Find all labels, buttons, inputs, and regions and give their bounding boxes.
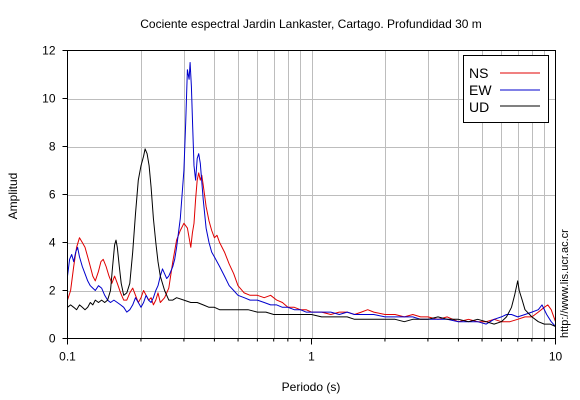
y-tick-label: 0	[49, 332, 56, 346]
legend-label-ew: EW	[469, 82, 492, 98]
series-lines	[67, 62, 556, 327]
y-axis-label: Amplitud	[6, 173, 20, 220]
x-axis-label: Periodo (s)	[282, 380, 341, 394]
y-tick-label: 4	[49, 236, 56, 250]
source-url: http://www.lis.ucr.ac.cr	[559, 229, 571, 338]
legend-label-ns: NS	[469, 65, 488, 81]
y-tick-label: 2	[49, 284, 56, 298]
y-tick-label: 12	[42, 44, 56, 58]
legend-box	[463, 55, 549, 123]
x-tick-label: 1	[308, 350, 315, 364]
x-tick-label: 10	[549, 350, 563, 364]
axis-ticks: 0 2 4 6 8 10 12 0.1 1 10	[42, 44, 562, 364]
y-tick-label: 10	[42, 92, 56, 106]
y-tick-label: 6	[49, 188, 56, 202]
legend-label-ud: UD	[469, 99, 489, 115]
series-line-ud	[67, 148, 556, 327]
x-tick-label: 0.1	[59, 350, 76, 364]
y-tick-label: 8	[49, 140, 56, 154]
chart-title: Cociente espectral Jardin Lankaster, Car…	[140, 17, 482, 31]
legend: NS EW UD	[463, 55, 549, 123]
series-line-ns	[67, 172, 556, 323]
